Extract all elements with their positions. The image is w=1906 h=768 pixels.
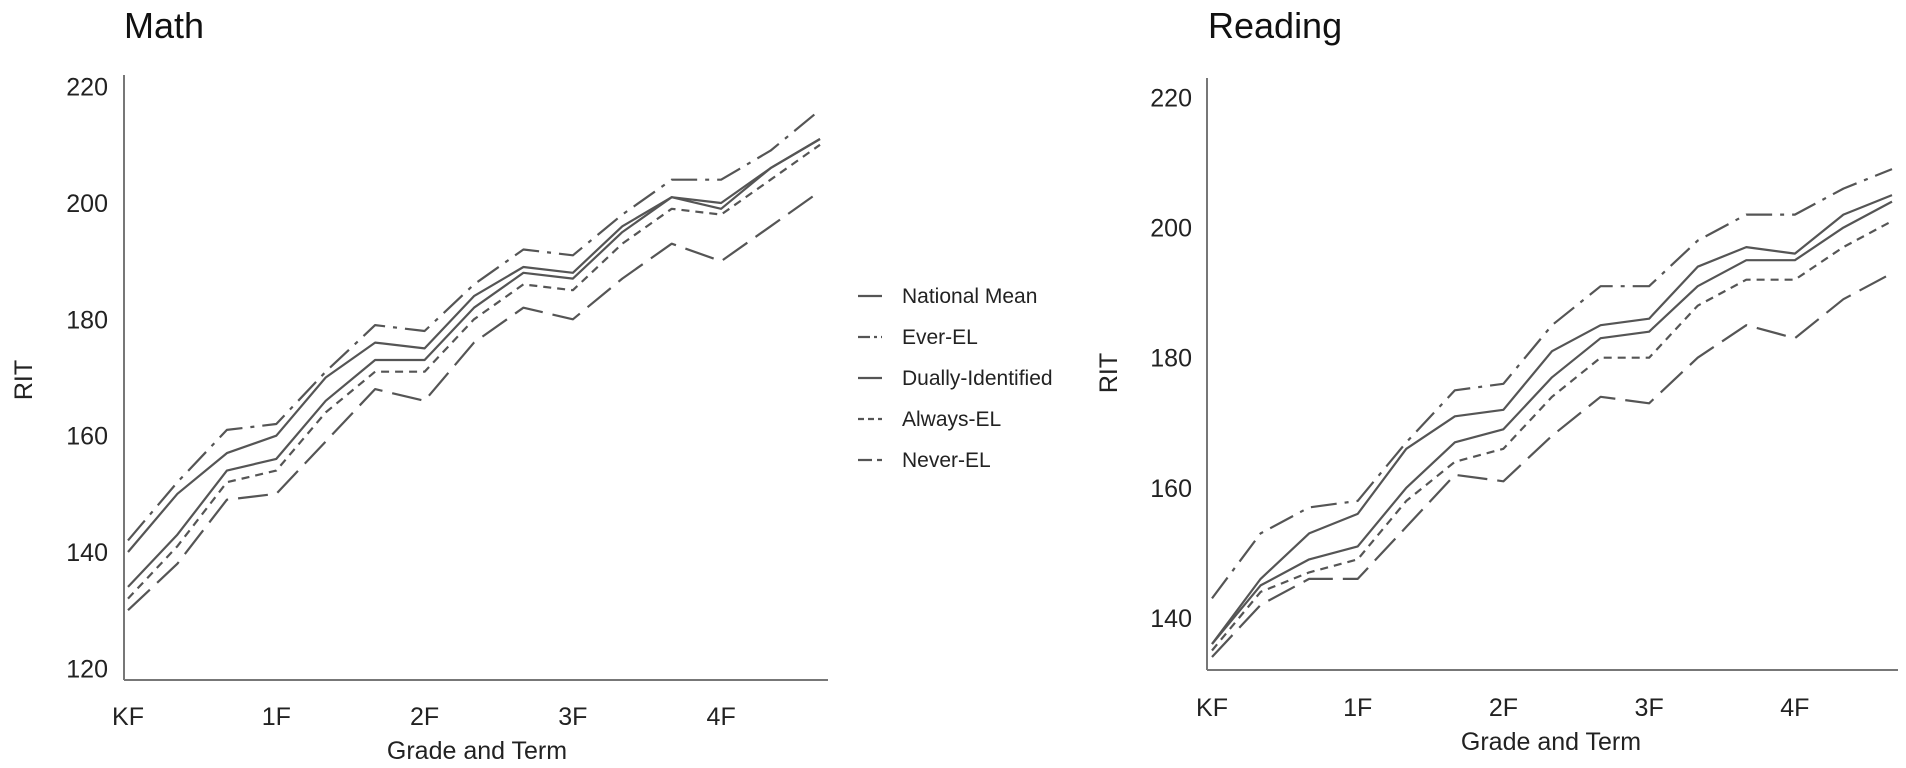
math-y-tick-label: 160 (66, 423, 108, 451)
legend: National Mean Ever-EL Dually-Identified Alw… (858, 285, 1053, 472)
reading-series-dually-identified-line (1211, 200, 1893, 645)
math-x-axis-title: Grade and Term (387, 737, 567, 765)
math-x-tick-label: 4F (707, 703, 736, 731)
math-tick-labels: 120 140 160 180 200 220 KF 1F 2F 3F 4F (66, 74, 735, 731)
math-series-ever-el-line (127, 109, 821, 542)
reading-series-always-el-line (1211, 220, 1893, 652)
reading-x-tick-label: 1F (1343, 694, 1372, 722)
math-y-tick-label: 140 (66, 539, 108, 567)
math-series-dually-identified-line (127, 138, 821, 588)
legend-label: Always-EL (902, 408, 1001, 431)
math-x-tick-label: 1F (262, 703, 291, 731)
reading-series-never-el-line (1211, 272, 1893, 658)
reading-chart-title: Reading (1208, 5, 1342, 46)
reading-tick-labels: 140 160 180 200 220 KF 1F 2F 3F 4F (1150, 85, 1809, 722)
legend-item: National Mean (858, 285, 1037, 308)
reading-series-ever-el-line (1211, 168, 1893, 600)
reading-y-axis-title: RIT (1095, 353, 1123, 393)
math-series-group (127, 109, 821, 612)
reading-y-tick-label: 140 (1150, 605, 1192, 633)
math-series-never-el-line (127, 190, 821, 612)
reading-x-tick-label: KF (1196, 694, 1228, 722)
math-series-national-mean-line (127, 138, 821, 553)
reading-x-tick-label: 4F (1780, 694, 1809, 722)
math-chart-panel: Math RIT Grade and Term 120 140 160 180 200 2… (10, 5, 828, 765)
reading-y-tick-label: 200 (1150, 215, 1192, 243)
math-x-tick-label: 2F (410, 703, 439, 731)
math-y-tick-label: 180 (66, 306, 108, 334)
legend-label: Ever-EL (902, 326, 978, 349)
math-y-tick-label: 120 (66, 655, 108, 683)
reading-series-group (1211, 168, 1893, 658)
math-x-tick-label: 3F (558, 703, 587, 731)
legend-item: Dually-Identified (858, 367, 1053, 390)
math-series-always-el-line (127, 143, 821, 600)
math-x-tick-label: KF (112, 703, 144, 731)
legend-item: Always-EL (858, 408, 1001, 431)
reading-y-tick-label: 160 (1150, 475, 1192, 503)
reading-x-tick-label: 3F (1635, 694, 1664, 722)
legend-item: Never-EL (858, 449, 991, 472)
reading-x-axis-title: Grade and Term (1461, 728, 1641, 756)
math-y-axis-title: RIT (10, 360, 38, 400)
legend-label: Dually-Identified (902, 367, 1053, 390)
reading-x-tick-label: 2F (1489, 694, 1518, 722)
legend-item: Ever-EL (858, 326, 978, 349)
legend-label: National Mean (902, 285, 1037, 308)
math-chart-title: Math (124, 5, 204, 46)
reading-y-tick-label: 180 (1150, 345, 1192, 373)
legend-label: Never-EL (902, 449, 991, 472)
math-y-tick-label: 220 (66, 74, 108, 102)
math-y-tick-label: 200 (66, 190, 108, 218)
reading-series-national-mean-line (1211, 194, 1893, 645)
reading-y-tick-label: 220 (1150, 85, 1192, 113)
reading-chart-panel: Reading RIT Grade and Term 140 160 180 200 2… (1095, 5, 1898, 756)
